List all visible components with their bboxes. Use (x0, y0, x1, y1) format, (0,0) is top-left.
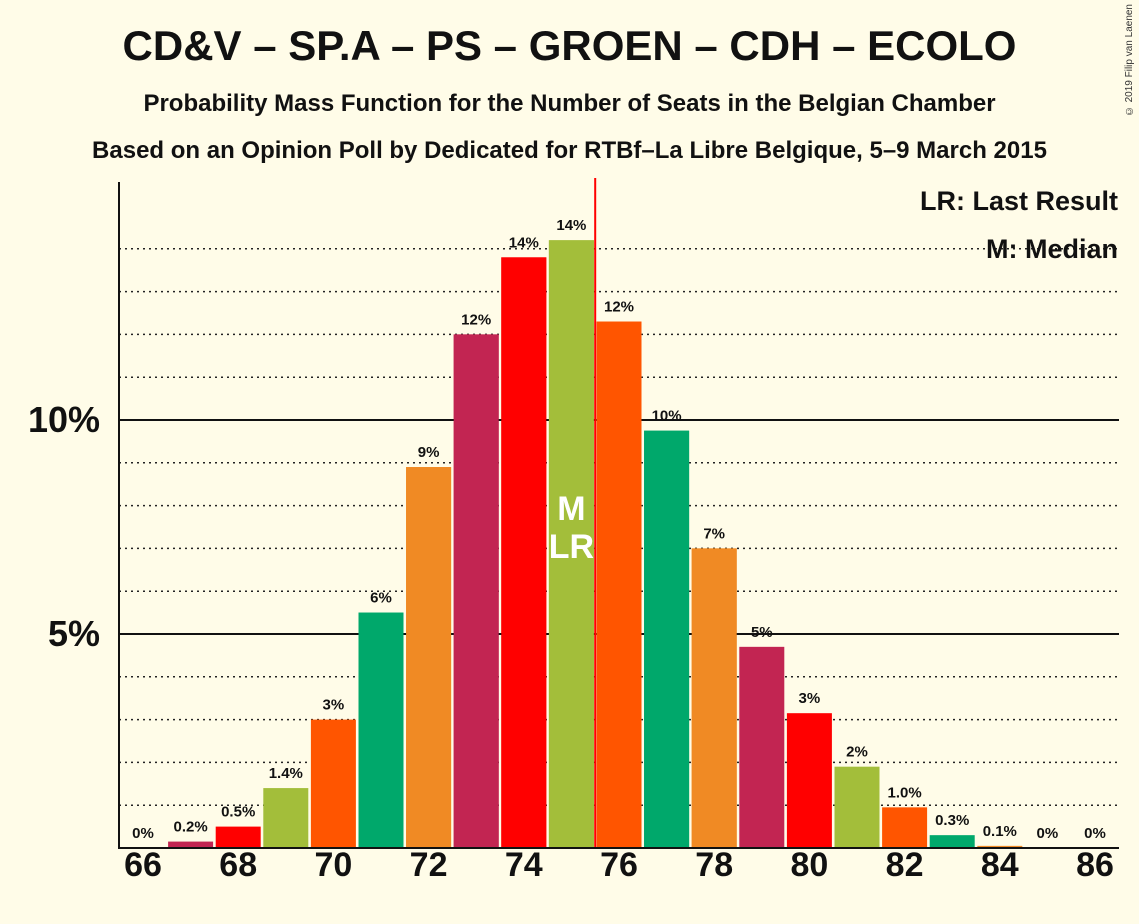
data-label-seat-84: 0.1% (983, 823, 1017, 840)
bar-seat-80 (786, 713, 832, 848)
data-label-seat-85: 0% (1037, 825, 1059, 842)
bar-seat-79 (739, 646, 785, 848)
data-label-seat-77: 10% (652, 408, 682, 425)
data-label-seat-70: 3% (323, 697, 345, 714)
legend-last-result: LR: Last Result (920, 186, 1118, 216)
bar-seat-84 (977, 845, 1023, 848)
bar-seat-70 (310, 719, 356, 848)
data-label-seat-81: 2% (846, 744, 868, 761)
x-tick-label: 68 (219, 846, 257, 884)
x-tick-label: 70 (314, 846, 352, 884)
data-label-seat-71: 6% (370, 590, 392, 607)
data-label-seat-69: 1.4% (269, 765, 303, 782)
legend-median: M: Median (986, 234, 1118, 264)
bar-seat-67 (168, 841, 214, 848)
data-label-seat-66: 0% (132, 825, 154, 842)
data-label-seat-83: 0.3% (935, 812, 969, 829)
data-label-seat-67: 0.2% (173, 819, 207, 836)
data-label-seat-72: 9% (418, 444, 440, 461)
last-result-marker: LR (549, 528, 594, 566)
data-label-seat-78: 7% (703, 525, 725, 542)
bar-seat-72-overlay (406, 467, 452, 848)
x-tick-label: 66 (124, 846, 162, 884)
data-label-seat-75: 14% (556, 217, 586, 234)
y-tick-label: 5% (48, 613, 100, 654)
data-label-seat-80: 3% (799, 690, 821, 707)
bar-seat-77-overlay (644, 430, 690, 848)
x-tick-label: 72 (410, 846, 448, 884)
x-tick-label: 80 (790, 846, 828, 884)
data-label-seat-82: 1.0% (887, 784, 921, 801)
x-tick-label: 84 (981, 846, 1019, 884)
chart-subtitle: Probability Mass Function for the Number… (143, 90, 996, 117)
chart-title: CD&V – SP.A – PS – GROEN – CDH – ECOLO (122, 22, 1017, 69)
bar-seat-78-overlay (691, 548, 737, 848)
bar-seat-68 (215, 826, 261, 848)
x-tick-label: 74 (505, 846, 543, 884)
bar-seat-81 (834, 766, 880, 848)
data-label-seat-76: 12% (604, 299, 634, 316)
median-marker: M (557, 490, 585, 528)
y-tick-label: 10% (28, 399, 100, 440)
x-tick-label: 82 (886, 846, 924, 884)
data-label-seat-86: 0% (1084, 825, 1106, 842)
bar-seat-75-overlay (548, 240, 594, 849)
bar-seat-83 (929, 835, 975, 848)
x-tick-label: 76 (600, 846, 638, 884)
x-tick-label: 78 (695, 846, 733, 884)
bar-seat-69 (263, 788, 309, 848)
bar-seat-71-overlay (358, 612, 404, 848)
bar-seat-74-overlay (501, 257, 547, 848)
data-label-seat-79: 5% (751, 624, 773, 641)
chart-source-line: Based on an Opinion Poll by Dedicated fo… (92, 137, 1047, 164)
bar-seat-76-overlay (596, 321, 642, 848)
data-label-seat-68: 0.5% (221, 804, 255, 821)
data-label-seat-73: 12% (461, 311, 491, 328)
data-label-seat-74: 14% (509, 234, 539, 251)
bar-seat-82 (882, 807, 928, 848)
bar-seat-73-overlay (453, 334, 499, 848)
x-tick-label: 86 (1076, 846, 1114, 884)
